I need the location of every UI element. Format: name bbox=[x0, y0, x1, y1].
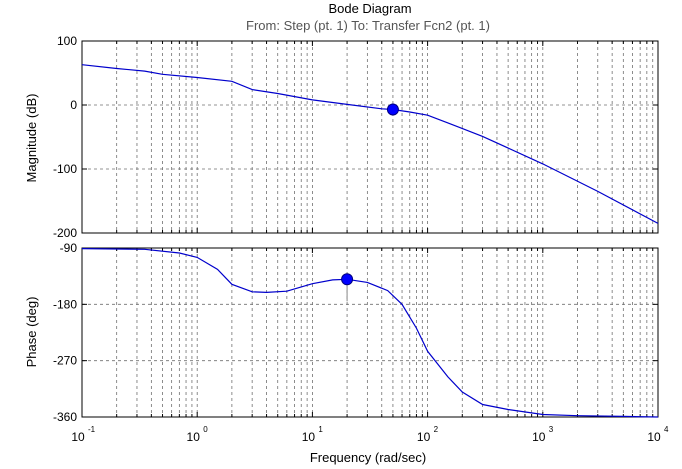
x-tick-label: 10 bbox=[302, 430, 316, 444]
phase-ytick-label: -90 bbox=[60, 241, 78, 255]
x-tick-exponent: 2 bbox=[434, 425, 439, 434]
x-axis-label: Frequency (rad/sec) bbox=[310, 450, 426, 465]
chart-title: Bode Diagram bbox=[328, 1, 411, 16]
plot-layer: 1000-100-200-90-180-270-36010-1100101102… bbox=[53, 34, 669, 444]
phase-series-line bbox=[81, 248, 659, 418]
x-tick-label: 10 bbox=[71, 430, 85, 444]
magnitude-series-line bbox=[81, 64, 659, 224]
x-tick-exponent: 0 bbox=[203, 425, 208, 434]
phase-axes-frame bbox=[81, 247, 659, 418]
magnitude-ytick-label: -200 bbox=[53, 226, 77, 240]
phase-plot-area bbox=[82, 248, 658, 417]
magnitude-ytick-label: 100 bbox=[57, 34, 77, 48]
x-tick-exponent: 4 bbox=[664, 425, 669, 434]
x-tick-label: 10 bbox=[187, 430, 201, 444]
x-tick-label: 10 bbox=[647, 430, 661, 444]
x-tick-exponent: 1 bbox=[318, 425, 323, 434]
phase-data-marker bbox=[341, 273, 354, 286]
x-tick-label: 10 bbox=[532, 430, 546, 444]
magnitude-data-marker bbox=[386, 103, 399, 116]
x-tick-exponent: -1 bbox=[88, 425, 96, 434]
phase-ytick-label: -360 bbox=[53, 410, 77, 424]
magnitude-ytick-label: 0 bbox=[70, 98, 77, 112]
phase-ytick-label: -270 bbox=[53, 354, 77, 368]
magnitude-axes-frame bbox=[81, 40, 659, 234]
chart-subtitle: From: Step (pt. 1) To: Transfer Fcn2 (pt… bbox=[246, 18, 490, 33]
magnitude-plot-area bbox=[82, 41, 658, 233]
magnitude-ytick-label: -100 bbox=[53, 162, 77, 176]
x-tick-label: 10 bbox=[417, 430, 431, 444]
magnitude-axis-label: Magnitude (dB) bbox=[24, 94, 39, 183]
phase-axis-label: Phase (deg) bbox=[24, 297, 39, 368]
phase-ytick-label: -180 bbox=[53, 297, 77, 311]
x-tick-exponent: 3 bbox=[549, 425, 554, 434]
